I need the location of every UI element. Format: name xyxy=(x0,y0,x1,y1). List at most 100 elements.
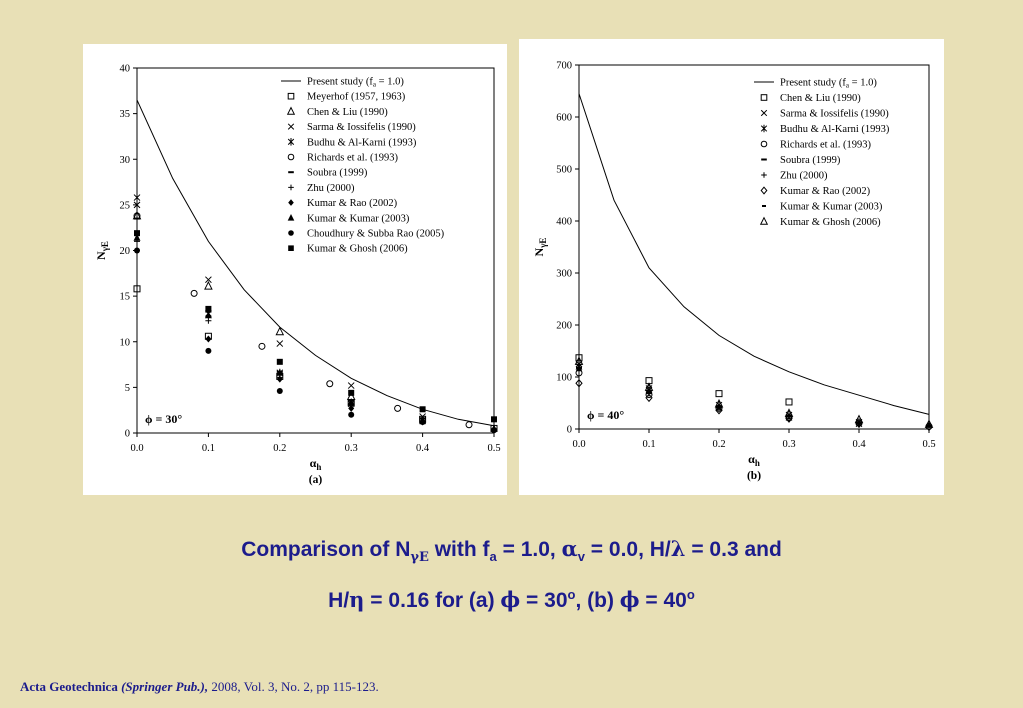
legend-marker xyxy=(287,138,295,146)
data-point xyxy=(276,388,283,395)
y-tick-label: 100 xyxy=(556,373,572,384)
data-point xyxy=(419,406,426,413)
series-choudhury-subba-rao-2005 xyxy=(134,247,497,434)
legend-label: Kumar & Rao (2002) xyxy=(307,198,398,209)
data-point xyxy=(276,340,284,347)
y-tick-label: 0 xyxy=(125,429,130,440)
caption-subscript: a xyxy=(489,549,497,565)
legend-label: Present study (fa = 1.0) xyxy=(780,78,877,90)
data-point xyxy=(204,311,212,319)
x-axis-label: αh xyxy=(310,456,322,472)
data-point xyxy=(644,382,654,391)
phi-annotation: ϕ = 40° xyxy=(587,408,624,422)
legend-label: Zhu (2000) xyxy=(780,171,828,182)
y-tick-label: 40 xyxy=(120,64,131,75)
legend-marker xyxy=(760,109,768,117)
legend-label: Richards et al. (1993) xyxy=(780,140,871,151)
y-tick-label: 35 xyxy=(120,109,131,120)
data-point xyxy=(133,200,141,209)
y-tick-label: 10 xyxy=(120,337,131,348)
y-tick-label: 5 xyxy=(125,383,130,394)
chart-a-svg: 0.0 0.1 0.2 0.3 0.4 0.5 0 5 10 15 20 25 30 35 40 αh (a) N… xyxy=(94,64,501,487)
y-tick-label: 600 xyxy=(556,113,572,124)
series-chen-liu-1990 xyxy=(575,354,793,406)
legend-label: Sarma & Iossifelis (1990) xyxy=(780,109,889,120)
x-tick-label: 0.1 xyxy=(202,443,215,454)
x-tick-label: 0.5 xyxy=(487,443,500,454)
data-point xyxy=(348,389,355,396)
data-point xyxy=(275,326,285,336)
legend-marker xyxy=(761,172,767,178)
legend-marker xyxy=(288,230,294,236)
legend-marker xyxy=(760,94,768,101)
caption-text: = 0.16 for (a) xyxy=(364,589,501,612)
data-point xyxy=(347,397,355,405)
chart-b-svg: 0.0 0.1 0.2 0.3 0.4 0.5 0 100 200 300 400 500 600 700… xyxy=(532,61,936,483)
caption-subscript: v xyxy=(577,549,585,565)
data-point xyxy=(276,358,283,365)
data-point xyxy=(419,419,426,426)
data-point xyxy=(276,368,284,376)
data-point xyxy=(205,276,212,284)
x-tick-label: 0.3 xyxy=(345,443,358,454)
legend-label: Sarma & Iossifelis (1990) xyxy=(307,122,416,133)
series-kumar-rao-2002 xyxy=(575,378,933,432)
caption-text: = 30 xyxy=(520,589,568,612)
data-point xyxy=(205,347,212,354)
x-tick-label: 0.2 xyxy=(712,439,725,450)
legend-label: Kumar & Kumar (2003) xyxy=(780,202,883,213)
caption-line-2: H/η = 0.16 for (a) ϕ = 30o, (b) ϕ = 40o xyxy=(0,587,1023,613)
caption-line-1: Comparison of NγE with fa = 1.0, αv = 0.… xyxy=(0,536,1023,565)
caption-text: = 0.3 and xyxy=(685,538,782,561)
legend-label: Kumar & Rao (2002) xyxy=(780,186,871,197)
publisher-name: (Springer Pub.), xyxy=(121,679,209,694)
x-tick-label: 0.2 xyxy=(273,443,286,454)
panel-label: (a) xyxy=(309,474,323,486)
data-point xyxy=(276,375,283,383)
series-richards-et-al-1993 xyxy=(575,369,933,430)
series-meyerhof-1957-1963 xyxy=(133,285,498,432)
caption-superscript: o xyxy=(567,587,576,602)
data-point xyxy=(347,382,355,389)
data-point xyxy=(854,414,864,424)
caption-symbol: α xyxy=(561,536,578,561)
data-point xyxy=(714,398,724,408)
legend-marker xyxy=(288,199,294,206)
legend-label: Kumar & Kumar (2003) xyxy=(307,213,410,224)
caption-symbol: λ xyxy=(670,536,686,561)
y-axis-label: NγE xyxy=(94,241,110,260)
data-point xyxy=(258,342,266,350)
data-point xyxy=(134,247,140,254)
y-tick-label: 500 xyxy=(556,165,572,176)
y-tick-label: 30 xyxy=(120,155,131,166)
caption-text: , (b) xyxy=(575,589,620,612)
legend-label: Budhu & Al-Karni (1993) xyxy=(307,137,417,148)
series-present-study-f-a-1-0 xyxy=(578,93,930,415)
y-tick-label: 20 xyxy=(120,246,131,257)
x-tick-label: 0.1 xyxy=(642,439,655,450)
data-point xyxy=(190,289,198,297)
legend-marker xyxy=(759,216,769,225)
data-point xyxy=(491,427,497,434)
data-point xyxy=(326,380,334,388)
x-tick-label: 0.0 xyxy=(572,439,585,450)
data-point xyxy=(205,305,212,312)
data-point xyxy=(204,280,213,290)
legend-marker xyxy=(287,153,295,161)
legend-label: Soubra (1999) xyxy=(780,155,841,166)
series-chen-liu-1990 xyxy=(132,210,356,400)
x-tick-label: 0.3 xyxy=(782,439,795,450)
data-point xyxy=(645,393,653,403)
data-point xyxy=(133,285,141,293)
series-zhu-2000 xyxy=(134,238,426,425)
y-tick-label: 200 xyxy=(556,321,572,332)
legend-marker xyxy=(287,214,295,221)
legend-marker xyxy=(760,124,768,133)
data-point xyxy=(394,404,402,412)
legend-marker xyxy=(287,92,295,100)
series-kumar-ghosh-2006 xyxy=(574,356,934,428)
data-point xyxy=(133,233,141,241)
plot-frame xyxy=(578,64,930,430)
data-point xyxy=(574,356,584,365)
x-tick-label: 0.4 xyxy=(416,443,430,454)
